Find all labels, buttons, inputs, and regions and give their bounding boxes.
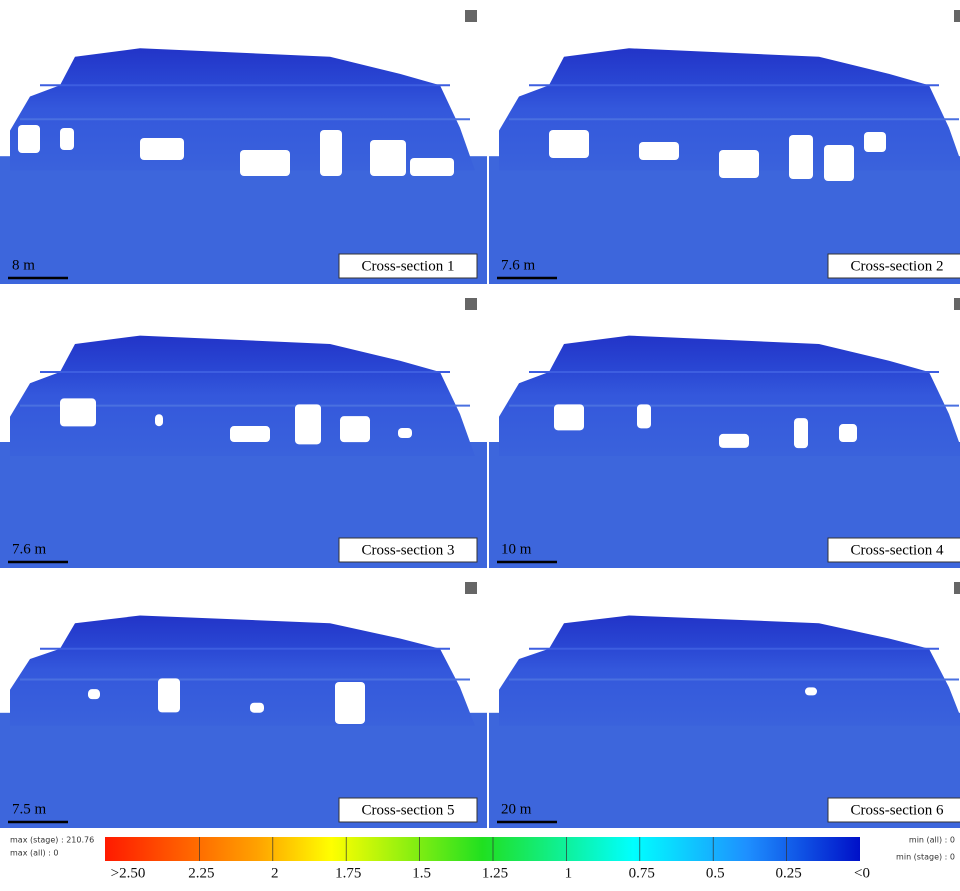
- panel-title: Cross-section 5: [362, 802, 455, 818]
- panel: 8 m Cross-section 1: [0, 0, 487, 284]
- scale-label: 10 m: [501, 541, 532, 557]
- colorbar-label: 2: [271, 865, 279, 881]
- panel: 20 m Cross-section 6: [489, 572, 960, 828]
- panel-title: Cross-section 1: [362, 258, 455, 274]
- opening: [719, 150, 759, 178]
- opening: [410, 158, 454, 176]
- opening: [824, 145, 854, 181]
- opening: [639, 142, 679, 160]
- colorbar-label: 0.5: [706, 865, 725, 881]
- panel-title: Cross-section 4: [851, 542, 944, 558]
- opening: [549, 130, 589, 158]
- colorbar-label: 1.75: [335, 865, 361, 881]
- panel: 7.6 m Cross-section 2: [489, 0, 960, 284]
- colorbar-label: <0: [854, 865, 870, 881]
- opening: [398, 428, 412, 438]
- colorbar-label: 1.25: [482, 865, 508, 881]
- opening: [240, 150, 290, 176]
- opening: [158, 678, 180, 712]
- opening: [88, 689, 100, 699]
- figure: 8 mCross-section 17.6 mCross-section 27.…: [0, 0, 960, 886]
- colorbar-label: 1: [565, 865, 573, 881]
- panel-title: Cross-section 2: [851, 258, 944, 274]
- opening: [370, 140, 406, 176]
- panel: 7.5 m Cross-section 5: [0, 572, 487, 828]
- opening: [719, 434, 749, 448]
- view-icon: [465, 10, 477, 22]
- scale-label: 7.6 m: [12, 541, 47, 557]
- opening: [864, 132, 886, 152]
- opening: [789, 135, 813, 179]
- scale-label: 8 m: [12, 257, 35, 273]
- opening: [839, 424, 857, 442]
- opening: [805, 687, 817, 695]
- opening: [60, 128, 74, 150]
- stat: max (stage) : 210.76: [10, 836, 94, 845]
- panel-title: Cross-section 3: [362, 542, 455, 558]
- opening: [335, 682, 365, 724]
- view-icon: [954, 298, 960, 310]
- opening: [230, 426, 270, 442]
- opening: [18, 125, 40, 153]
- scale-label: 7.6 m: [501, 257, 536, 273]
- opening: [554, 404, 584, 430]
- panel-title: Cross-section 6: [851, 802, 944, 818]
- view-icon: [465, 582, 477, 594]
- panel: 7.6 m Cross-section 3: [0, 288, 487, 568]
- scale-label: 7.5 m: [12, 801, 47, 817]
- opening: [340, 416, 370, 442]
- stat: min (all) : 0: [909, 836, 955, 845]
- colorbar: [105, 837, 860, 861]
- colorbar-label: 2.25: [188, 865, 214, 881]
- opening: [637, 404, 651, 428]
- opening: [155, 414, 163, 426]
- scale-label: 20 m: [501, 801, 532, 817]
- view-icon: [954, 10, 960, 22]
- opening: [320, 130, 342, 176]
- colorbar-label: 0.75: [629, 865, 655, 881]
- opening: [794, 418, 808, 448]
- stat: max (all) : 0: [10, 849, 58, 858]
- view-icon: [954, 582, 960, 594]
- opening: [140, 138, 184, 160]
- view-icon: [465, 298, 477, 310]
- colorbar-label: 1.5: [412, 865, 431, 881]
- panel: 10 m Cross-section 4: [489, 288, 960, 568]
- colorbar-label: 0.25: [775, 865, 801, 881]
- colorbar-label: >2.50: [111, 865, 146, 881]
- opening: [60, 398, 96, 426]
- opening: [295, 404, 321, 444]
- opening: [250, 703, 264, 713]
- stat: min (stage) : 0: [896, 853, 955, 862]
